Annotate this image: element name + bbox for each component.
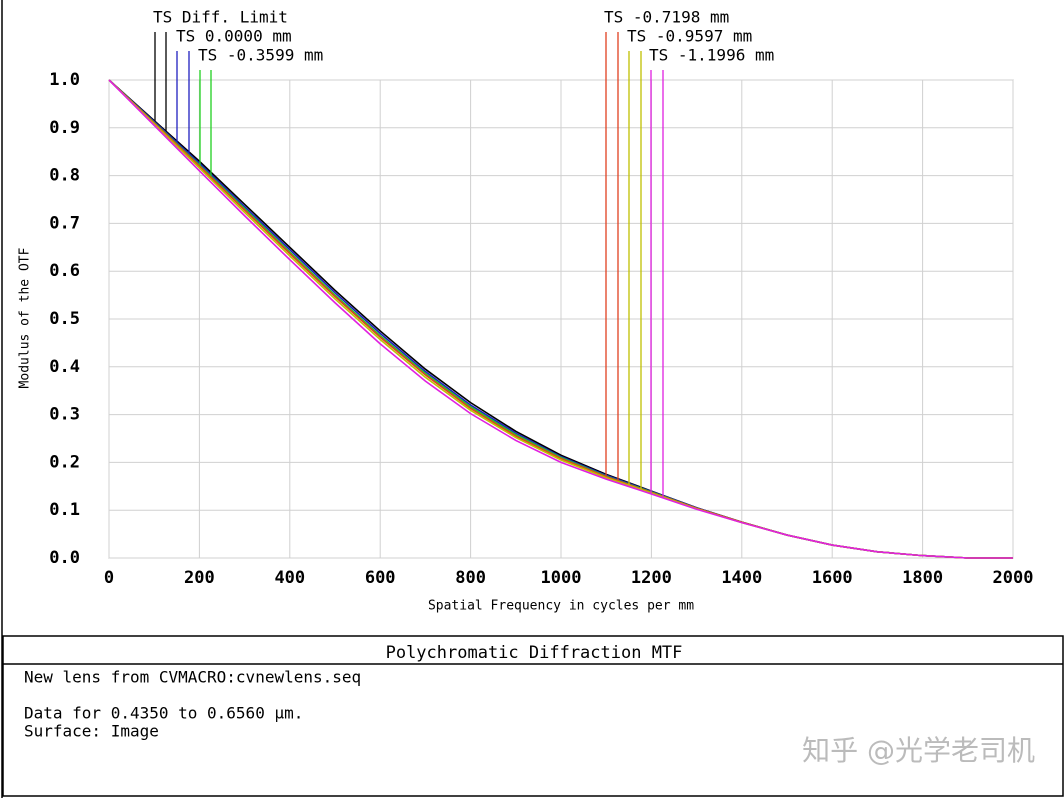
x-tick-label: 800 [455,568,486,588]
x-tick-label: 1400 [721,568,762,588]
info-box [2,635,1064,797]
x-tick-label: 200 [184,568,215,588]
y-tick-label: 0.2 [49,452,80,472]
x-tick-label: 0 [104,568,114,588]
legend-label: TS 0.0000 mm [176,27,292,46]
series-line [108,79,1013,559]
y-tick-label: 0.0 [49,548,80,568]
info-line: Data for 0.4350 to 0.6560 µm. [24,704,303,723]
x-tick-label: 1200 [631,568,672,588]
legend-label: TS -0.9597 mm [627,27,752,46]
x-tick-label: 2000 [993,568,1034,588]
y-tick-label: 0.1 [49,500,80,520]
watermark: 知乎 @光学老司机 [802,734,1035,767]
legend-label: TS Diff. Limit [153,8,288,27]
x-tick-label: 400 [274,568,305,588]
legend-label: TS -0.7198 mm [604,8,729,27]
x-tick-label: 600 [365,568,396,588]
legend-label: TS -1.1996 mm [649,46,774,65]
x-tick-label: 1600 [812,568,853,588]
x-tick-label: 1000 [541,568,582,588]
x-tick-label: 1800 [902,568,943,588]
y-tick-label: 0.3 [49,405,80,425]
info-line: New lens from CVMACRO:cvnewlens.seq [24,668,361,687]
y-tick-label: 0.8 [49,166,80,186]
y-tick-label: 0.9 [49,118,80,138]
y-tick-label: 0.5 [49,309,80,329]
y-tick-label: 0.6 [49,261,80,281]
info-line: Surface: Image [24,722,159,741]
y-tick-label: 0.4 [49,357,80,377]
x-axis-label: Spatial Frequency in cycles per mm [428,599,694,614]
chart-title: Polychromatic Diffraction MTF [386,643,683,663]
y-tick-label: 0.7 [49,213,80,233]
y-tick-label: 1.0 [49,70,80,90]
y-axis-label: Modulus of the OTF [18,247,33,388]
legend-label: TS -0.3599 mm [198,46,323,65]
